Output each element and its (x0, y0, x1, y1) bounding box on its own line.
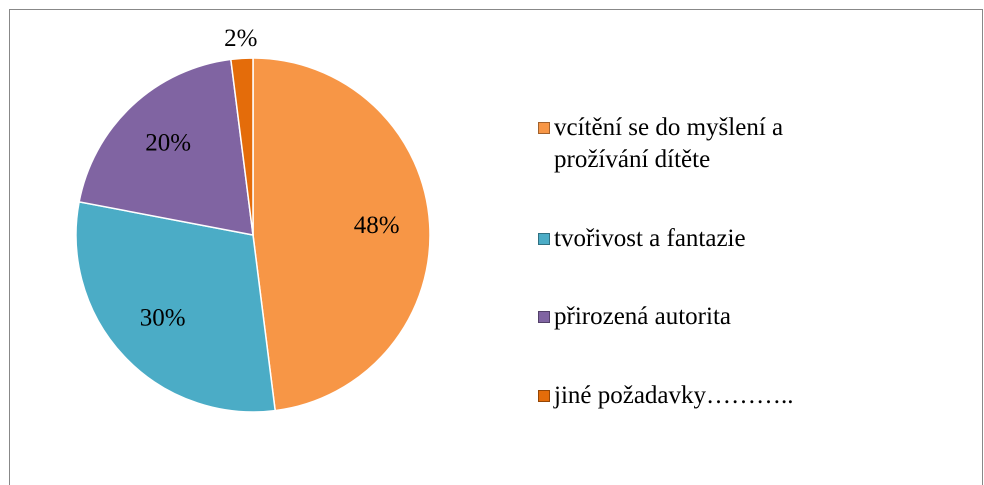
data-label: 20% (145, 129, 191, 156)
legend-label: přirozená autorita (554, 303, 731, 331)
pie-slice (75, 200, 277, 413)
frame (9, 9, 983, 485)
legend-entry: přirozená autorita (535, 301, 880, 333)
legend-swatch (538, 122, 550, 134)
pie-slice (229, 57, 254, 236)
pie-slice (252, 57, 431, 412)
legend-label: jiné požadavky……….. (554, 381, 794, 409)
pie-slice (78, 58, 254, 236)
legend-entry: vcítění se do myšlení a prožívání dítěte (535, 112, 880, 176)
data-label: 48% (354, 212, 400, 239)
data-label: 30% (140, 305, 186, 332)
legend-label: tvořivost a fantazie (554, 224, 746, 252)
legend: vcítění se do myšlení a prožívání dítěte… (535, 112, 880, 412)
legend-entry: jiné požadavky……….. (535, 380, 880, 412)
legend-label: vcítění se do myšlení a prožívání dítěte (554, 114, 784, 173)
data-label: 2% (224, 25, 257, 52)
legend-swatch (538, 311, 550, 324)
legend-swatch (538, 232, 550, 245)
legend-swatch (538, 389, 550, 402)
legend-entry: tvořivost a fantazie (535, 223, 880, 255)
